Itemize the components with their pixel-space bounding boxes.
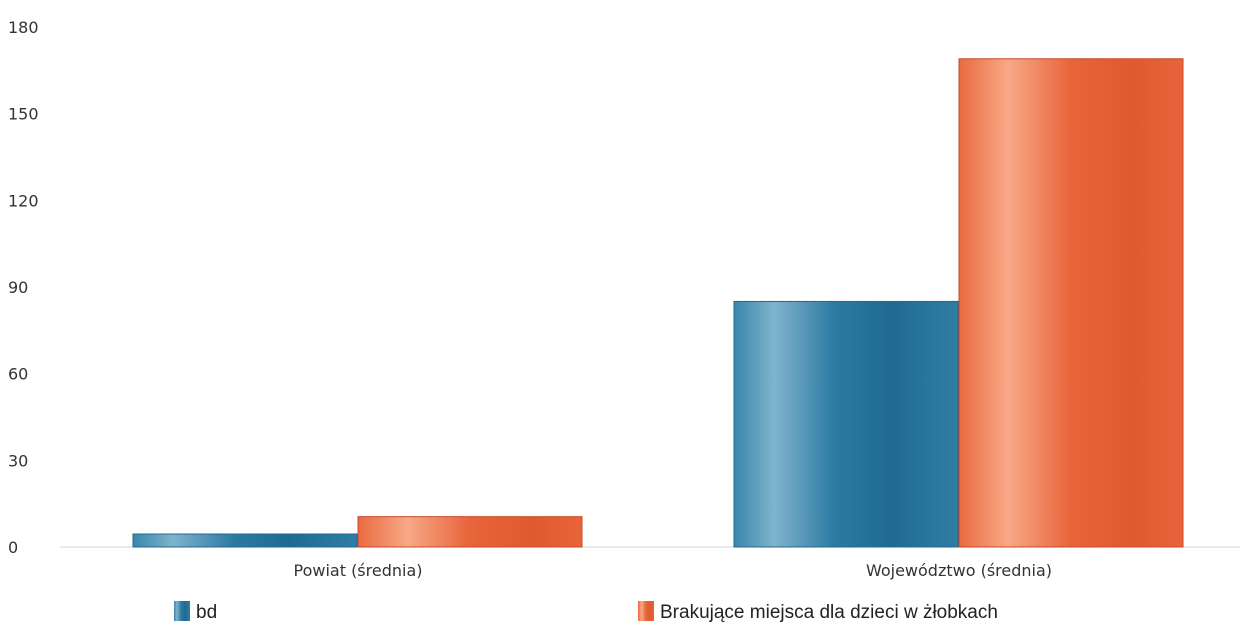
legend-item-brakujace-miejsca[interactable]: Brakujące miejsca dla dzieci w żłobkach	[638, 601, 998, 623]
bar-brakujace-miejsca-powiat	[357, 516, 583, 548]
y-tick-label: 120	[8, 191, 39, 210]
x-category-label: Województwo (średnia)	[866, 561, 1052, 580]
legend-swatch	[174, 601, 190, 621]
bars	[132, 58, 1184, 548]
legend-swatch	[638, 601, 654, 621]
bar-brakujace-miejsca-wojewodztwo	[958, 58, 1184, 548]
y-tick-label: 60	[8, 365, 28, 384]
y-tick-label: 90	[8, 278, 28, 297]
x-axis-labels: Powiat (średnia) Województwo (średnia)	[294, 561, 1053, 580]
y-tick-label: 150	[8, 105, 39, 124]
legend-label: Brakujące miejsca dla dzieci w żłobkach	[660, 602, 998, 623]
legend-item-bd[interactable]: bd	[174, 601, 217, 623]
bar-bd-powiat	[132, 533, 358, 548]
y-tick-label: 0	[8, 538, 18, 557]
legend: bd Brakujące miejsca dla dzieci w żłobkac…	[174, 601, 998, 623]
y-axis: 0 30 60 90 120 150 180	[8, 18, 39, 557]
legend-label: bd	[196, 602, 217, 623]
y-tick-label: 30	[8, 451, 28, 470]
bar-bd-wojewodztwo	[733, 300, 959, 548]
x-category-label: Powiat (średnia)	[294, 561, 423, 580]
y-tick-label: 180	[8, 18, 39, 37]
